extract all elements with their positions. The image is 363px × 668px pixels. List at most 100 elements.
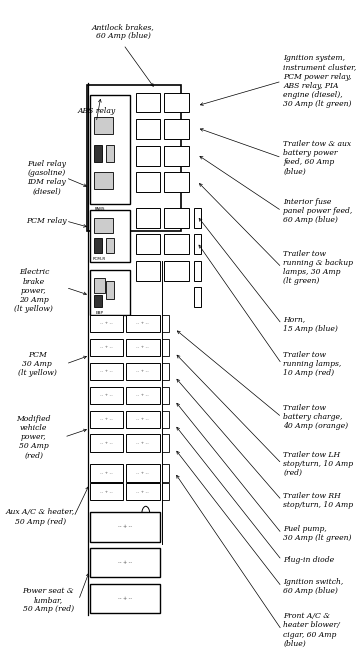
Text: Front A/C &
heater blower/
cigar, 60 Amp
(blue): Front A/C & heater blower/ cigar, 60 Amp… (284, 613, 340, 648)
FancyBboxPatch shape (164, 93, 189, 112)
FancyBboxPatch shape (126, 363, 159, 380)
FancyBboxPatch shape (90, 434, 123, 452)
FancyBboxPatch shape (126, 483, 159, 500)
FancyBboxPatch shape (94, 145, 102, 162)
FancyBboxPatch shape (90, 363, 123, 380)
Text: PCM
30 Amp
(lt yellow): PCM 30 Amp (lt yellow) (17, 351, 56, 377)
Text: Trailer tow RH
stop/turn, 10 Amp: Trailer tow RH stop/turn, 10 Amp (284, 492, 354, 509)
FancyBboxPatch shape (162, 483, 170, 500)
FancyBboxPatch shape (126, 387, 159, 404)
FancyBboxPatch shape (90, 483, 123, 500)
FancyBboxPatch shape (162, 464, 170, 482)
Text: -- + --: -- + -- (136, 369, 149, 373)
FancyBboxPatch shape (164, 119, 189, 139)
Text: Horn,
15 Amp (blue): Horn, 15 Amp (blue) (284, 315, 338, 333)
FancyBboxPatch shape (94, 238, 102, 253)
Text: Ignition switch,
60 Amp (blue): Ignition switch, 60 Amp (blue) (284, 578, 344, 595)
FancyBboxPatch shape (164, 261, 189, 281)
Text: Ignition system,
instrument cluster,
PCM power relay,
ABS relay, PIA
engine (die: Ignition system, instrument cluster, PCM… (284, 54, 356, 108)
FancyBboxPatch shape (126, 315, 159, 332)
FancyBboxPatch shape (90, 339, 123, 356)
FancyBboxPatch shape (90, 584, 160, 613)
Text: Interior fuse
panel power feed,
60 Amp (blue): Interior fuse panel power feed, 60 Amp (… (284, 198, 352, 224)
Text: -- + --: -- + -- (100, 369, 113, 373)
FancyBboxPatch shape (90, 270, 130, 315)
FancyBboxPatch shape (90, 94, 130, 204)
FancyBboxPatch shape (90, 464, 123, 482)
Text: -- + --: -- + -- (100, 321, 113, 325)
FancyBboxPatch shape (162, 315, 170, 332)
Text: -- + --: -- + -- (100, 345, 113, 349)
FancyBboxPatch shape (194, 208, 201, 228)
FancyBboxPatch shape (90, 315, 123, 332)
Text: Power seat &
lumbar,
50 Amp (red): Power seat & lumbar, 50 Amp (red) (23, 587, 74, 613)
FancyBboxPatch shape (126, 339, 159, 356)
Text: -- + --: -- + -- (100, 471, 113, 475)
FancyBboxPatch shape (126, 434, 159, 452)
Text: -- + --: -- + -- (136, 345, 149, 349)
FancyBboxPatch shape (162, 411, 170, 428)
Text: -- + --: -- + -- (118, 524, 132, 530)
FancyBboxPatch shape (164, 208, 189, 228)
FancyBboxPatch shape (164, 146, 189, 166)
Text: Trailer tow & aux
battery power
feed, 60 Amp
(blue): Trailer tow & aux battery power feed, 60… (284, 140, 351, 176)
Text: Modified
vehicle
power,
50 Amp
(red): Modified vehicle power, 50 Amp (red) (17, 415, 51, 460)
Text: -- + --: -- + -- (136, 441, 149, 445)
FancyBboxPatch shape (106, 281, 114, 299)
FancyBboxPatch shape (164, 234, 189, 254)
FancyBboxPatch shape (162, 339, 170, 356)
Text: PCM-R: PCM-R (93, 257, 106, 261)
Text: ABS relay: ABS relay (77, 107, 115, 115)
FancyBboxPatch shape (87, 85, 181, 231)
FancyBboxPatch shape (94, 218, 113, 233)
Text: -- + --: -- + -- (136, 417, 149, 421)
Text: EBP: EBP (95, 311, 103, 315)
FancyBboxPatch shape (94, 172, 113, 189)
FancyBboxPatch shape (106, 238, 114, 253)
FancyBboxPatch shape (90, 548, 160, 576)
FancyBboxPatch shape (194, 261, 201, 281)
FancyBboxPatch shape (162, 434, 170, 452)
FancyBboxPatch shape (126, 464, 159, 482)
Text: Trailer tow LH
stop/turn, 10 Amp
(red): Trailer tow LH stop/turn, 10 Amp (red) (284, 450, 354, 477)
FancyBboxPatch shape (90, 387, 123, 404)
FancyBboxPatch shape (135, 119, 160, 139)
Text: -- + --: -- + -- (136, 393, 149, 397)
FancyBboxPatch shape (94, 278, 106, 293)
FancyBboxPatch shape (135, 172, 160, 192)
FancyBboxPatch shape (126, 411, 159, 428)
Text: Trailer tow
battery charge,
40 Amp (orange): Trailer tow battery charge, 40 Amp (oran… (284, 404, 348, 430)
FancyBboxPatch shape (162, 387, 170, 404)
Text: Antilock brakes,
60 Amp (blue): Antilock brakes, 60 Amp (blue) (92, 23, 155, 40)
Text: Trailer tow
running & backup
lamps, 30 Amp
(lt green): Trailer tow running & backup lamps, 30 A… (284, 250, 353, 285)
FancyBboxPatch shape (90, 411, 123, 428)
Text: PABS: PABS (94, 207, 105, 211)
Text: Fuel pump,
30 Amp (lt green): Fuel pump, 30 Amp (lt green) (284, 525, 352, 542)
FancyBboxPatch shape (94, 117, 113, 134)
Text: -- + --: -- + -- (118, 560, 132, 564)
Text: -- + --: -- + -- (100, 393, 113, 397)
FancyBboxPatch shape (90, 210, 130, 262)
Text: Plug-in diode: Plug-in diode (284, 556, 334, 564)
Text: Fuel relay
(gasoline)
IDM relay
(diesel): Fuel relay (gasoline) IDM relay (diesel) (27, 160, 66, 196)
Text: Electric
brake
power,
20 Amp
(lt yellow): Electric brake power, 20 Amp (lt yellow) (15, 269, 53, 313)
FancyBboxPatch shape (194, 287, 201, 307)
FancyBboxPatch shape (90, 512, 160, 542)
Text: PCM relay: PCM relay (26, 217, 67, 225)
Text: -- + --: -- + -- (118, 597, 132, 601)
Text: Aux A/C & heater,
50 Amp (red): Aux A/C & heater, 50 Amp (red) (6, 508, 75, 526)
FancyBboxPatch shape (194, 234, 201, 254)
FancyBboxPatch shape (135, 234, 160, 254)
Text: -- + --: -- + -- (136, 321, 149, 325)
Text: -- + --: -- + -- (100, 490, 113, 494)
Text: -- + --: -- + -- (136, 490, 149, 494)
Text: -- + --: -- + -- (100, 441, 113, 445)
FancyBboxPatch shape (135, 93, 160, 112)
FancyBboxPatch shape (106, 145, 114, 162)
FancyBboxPatch shape (135, 208, 160, 228)
FancyBboxPatch shape (94, 295, 102, 307)
FancyBboxPatch shape (162, 363, 170, 380)
Text: Trailer tow
running lamps,
10 Amp (red): Trailer tow running lamps, 10 Amp (red) (284, 351, 342, 377)
Text: -- + --: -- + -- (100, 417, 113, 421)
FancyBboxPatch shape (135, 146, 160, 166)
